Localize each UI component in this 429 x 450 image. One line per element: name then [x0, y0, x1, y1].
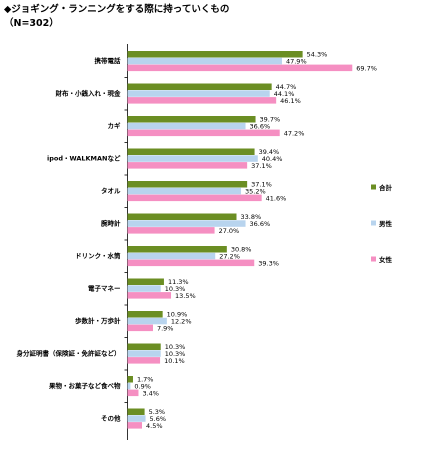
value-label: 30.8% [231, 246, 252, 254]
category-label: 電子マネー [88, 284, 121, 293]
value-label: 3.4% [142, 389, 159, 397]
value-label: 46.1% [280, 97, 301, 105]
bar-male [127, 90, 270, 97]
value-label: 0.9% [134, 383, 151, 391]
value-label: 39.3% [258, 259, 279, 267]
bar-total [127, 246, 227, 253]
value-label: 27.0% [219, 227, 240, 235]
bar-female [127, 259, 255, 267]
value-label: 54.3% [307, 51, 328, 59]
category-label: 携帯電話 [95, 56, 122, 65]
legend-label: 女性 [379, 255, 393, 264]
bar-female [127, 357, 161, 364]
value-label: 47.9% [286, 58, 307, 66]
value-label: 27.2% [219, 253, 240, 261]
bar-female [127, 324, 153, 332]
category-label: タオル [101, 186, 121, 195]
bar-total [127, 278, 164, 285]
bar-male [127, 285, 161, 292]
value-label: 5.6% [150, 415, 167, 423]
bar-total [127, 408, 145, 415]
legend-swatch [371, 220, 376, 226]
value-label: 5.3% [149, 408, 166, 416]
bar-female [127, 97, 277, 104]
bar-male [127, 252, 216, 260]
value-label: 36.6% [250, 220, 271, 228]
bar-female [127, 389, 139, 397]
value-label: 4.5% [146, 422, 163, 430]
value-label: 10.3% [165, 343, 186, 351]
category-label: カギ [108, 121, 122, 130]
category-label: 財布・小銭入れ・現金 [55, 89, 122, 98]
chart-subtitle: （N=302） [4, 18, 59, 29]
bar-male [127, 220, 246, 227]
value-label: 36.6% [250, 123, 271, 131]
value-label: 44.1% [274, 90, 295, 98]
value-label: 69.7% [356, 64, 377, 72]
bar-total [127, 343, 161, 350]
bar-total [127, 51, 303, 58]
bar-male [127, 415, 146, 422]
value-label: 13.5% [175, 292, 196, 300]
value-label: 39.7% [260, 116, 281, 124]
bar-total [127, 181, 248, 188]
bar-male [127, 382, 131, 390]
chart-title: ◆ジョギング・ランニングをする際に持っていくもの [4, 4, 230, 15]
legend-label: 合計 [378, 183, 393, 192]
category-label: 果物・お菓子など食べ物 [48, 381, 121, 390]
bar-female [127, 292, 172, 299]
value-label: 35.2% [245, 188, 266, 196]
bar-male [127, 122, 246, 130]
bar-male [127, 317, 167, 325]
bar-total [127, 116, 256, 123]
bar-female [127, 162, 248, 169]
bar-total [127, 213, 237, 220]
legend-swatch [371, 256, 376, 262]
bar-total [127, 83, 272, 90]
bar-total [127, 376, 133, 383]
category-label: 腕時計 [100, 219, 121, 228]
category-label: 歩数計・万歩計 [75, 316, 121, 325]
value-label: 41.6% [266, 194, 287, 202]
bar-female [127, 422, 143, 429]
category-label: ドリンク・水筒 [75, 251, 121, 260]
bar-female [127, 129, 280, 137]
category-label: ipod・WALKMANなど [47, 154, 121, 163]
value-label: 10.9% [167, 311, 188, 319]
bar-male [127, 155, 258, 162]
legend-swatch [371, 184, 376, 190]
value-label: 7.9% [157, 324, 174, 332]
bar-female [127, 227, 215, 234]
bar-total [127, 148, 255, 155]
value-label: 10.1% [164, 357, 185, 365]
value-label: 11.3% [168, 278, 189, 286]
bar-total [127, 311, 163, 318]
bar-female [127, 194, 262, 202]
category-label: 身分証明書（保険証・免許証など） [17, 349, 121, 358]
bar-male [127, 57, 282, 65]
value-label: 39.4% [259, 148, 280, 156]
value-label: 47.2% [284, 129, 305, 137]
value-label: 40.4% [262, 155, 283, 163]
value-label: 44.7% [276, 83, 297, 91]
value-label: 37.1% [251, 181, 272, 189]
value-label: 33.8% [241, 213, 262, 221]
value-label: 10.3% [165, 285, 186, 293]
value-label: 37.1% [251, 162, 272, 170]
value-label: 1.7% [137, 376, 154, 384]
bar-male [127, 187, 242, 195]
bar-male [127, 350, 161, 357]
bar-female [127, 64, 353, 72]
legend-label: 男性 [378, 219, 393, 228]
value-label: 10.3% [165, 350, 186, 358]
value-label: 12.2% [171, 318, 192, 326]
category-label: その他 [101, 414, 121, 423]
